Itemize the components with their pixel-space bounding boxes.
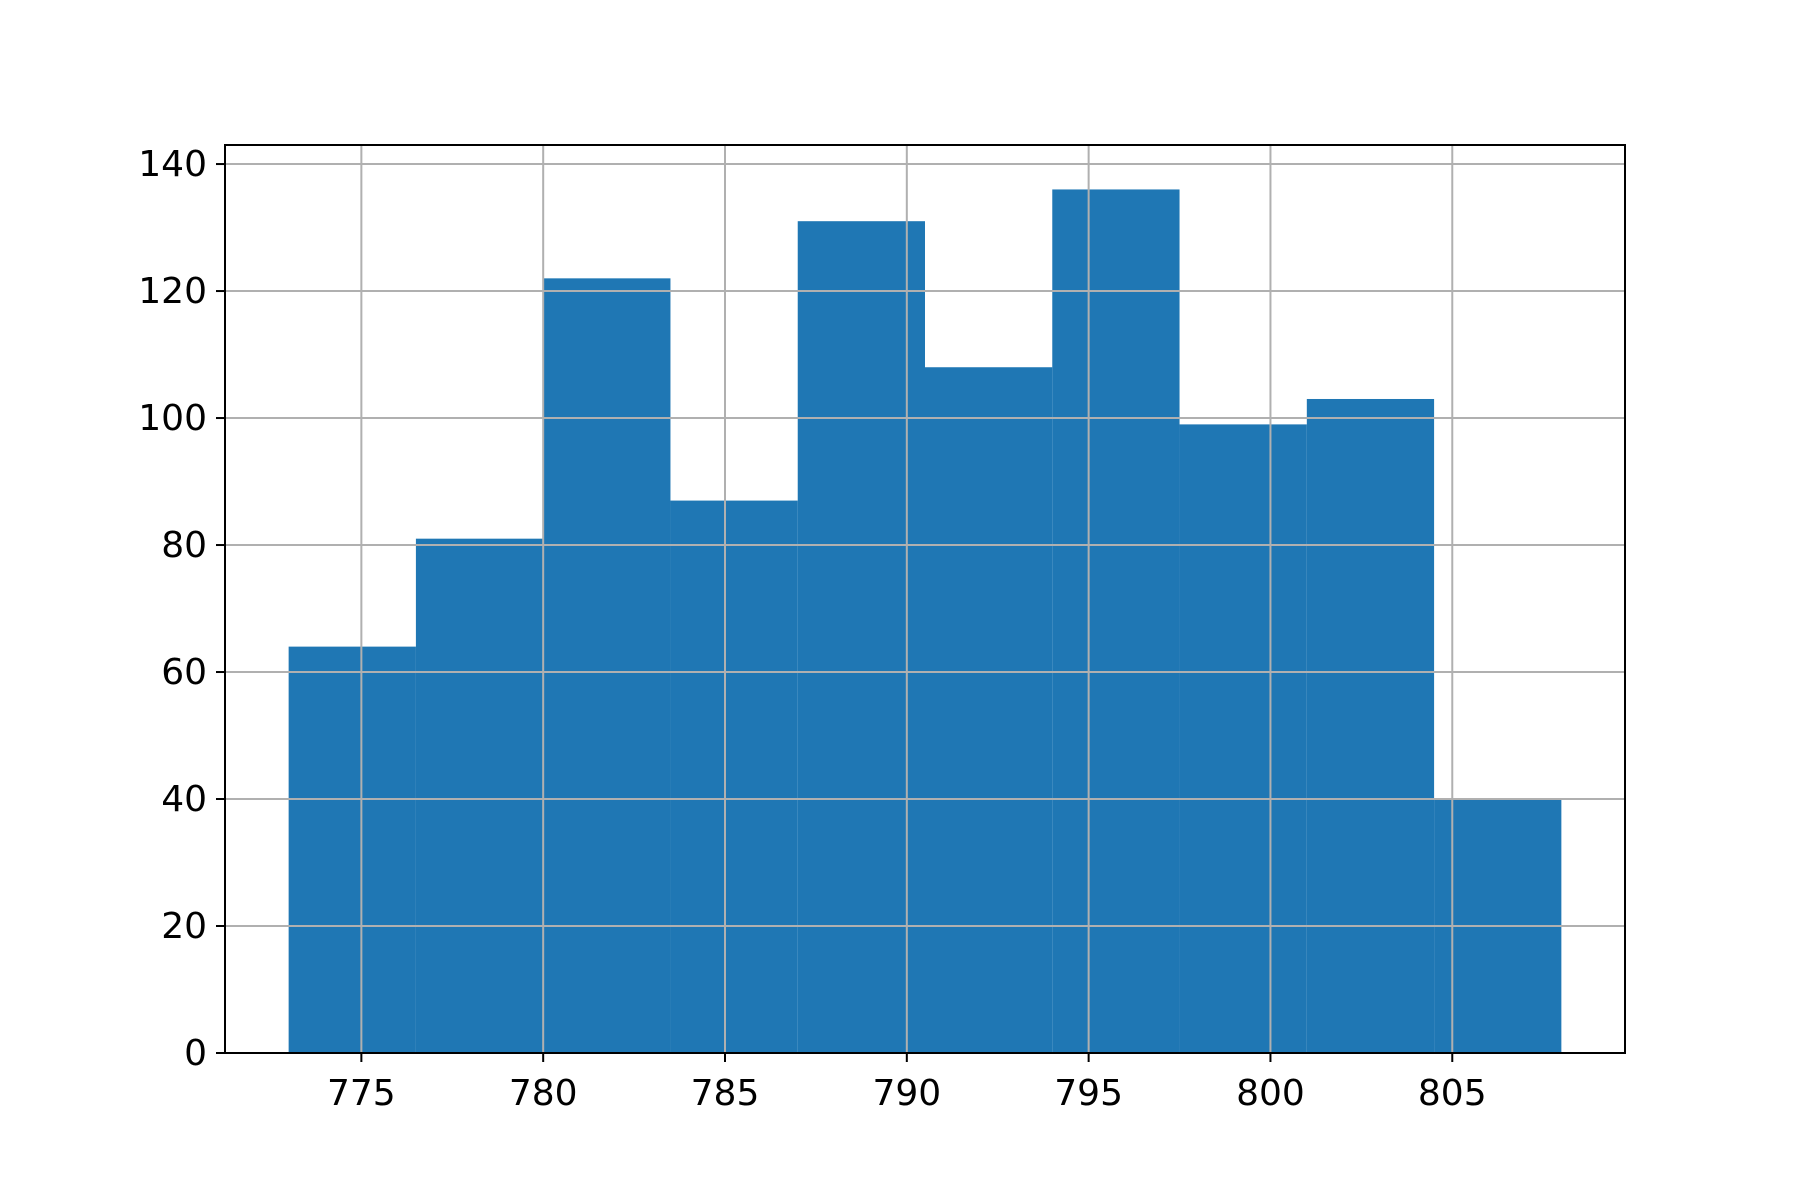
histogram-bar-4 [670, 500, 798, 1053]
histogram-bar-9 [1306, 398, 1435, 1053]
y-axis: 0 20 40 60 80 100 120 140 [138, 144, 225, 1074]
histogram-bar-2 [415, 538, 544, 1053]
histogram-bar-7 [1052, 189, 1180, 1053]
y-tick-label-2: 20 [161, 906, 207, 947]
histogram-bar-8 [1179, 424, 1307, 1053]
y-tick-label-3: 40 [161, 779, 207, 820]
y-tick-label-8: 140 [138, 144, 207, 185]
y-tick-label-5: 80 [161, 525, 207, 566]
y-tick-label-1: 0 [184, 1033, 207, 1074]
y-tick-label-7: 120 [138, 271, 207, 312]
x-tick-label-5: 795 [1054, 1073, 1123, 1114]
histogram-bar-3 [543, 278, 671, 1053]
plot-frame [224, 144, 1626, 1054]
bars-group [288, 189, 1562, 1053]
x-tick-label-4: 790 [872, 1073, 941, 1114]
x-tick-label-7: 805 [1418, 1073, 1487, 1114]
histogram-bar-5 [797, 221, 925, 1053]
y-tick-label-4: 60 [161, 652, 207, 693]
x-tick-label-2: 780 [509, 1073, 578, 1114]
y-tick-label-6: 100 [138, 398, 207, 439]
histogram-bar-6 [925, 367, 1053, 1053]
x-tick-label-1: 775 [327, 1073, 396, 1114]
x-tick-label-6: 800 [1236, 1073, 1305, 1114]
x-tick-label-3: 785 [691, 1073, 760, 1114]
x-axis: 775 780 785 790 795 800 805 [327, 1053, 1487, 1114]
histogram-bar-1 [288, 646, 416, 1053]
